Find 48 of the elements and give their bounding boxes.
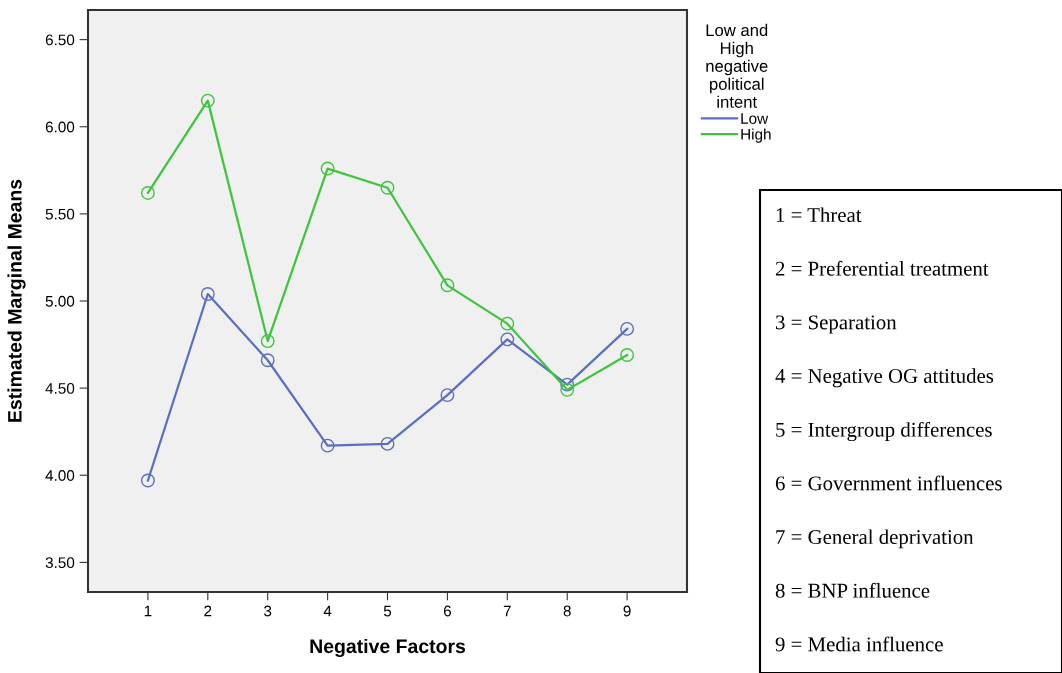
text: 1 = Threat [776, 207, 862, 223]
point [260, 353, 275, 368]
x-tick-label: 9 [623, 605, 631, 617]
x-tick-label: 1 [144, 605, 152, 617]
point [440, 278, 455, 293]
point [320, 438, 335, 453]
text: 7 = General deprivation [776, 529, 974, 549]
legend-label: High [741, 128, 771, 143]
text: 3 = Separation [776, 315, 897, 334]
text: 5 = Intergroup differences [776, 421, 992, 442]
legend-label: Low [741, 113, 769, 124]
point [200, 93, 215, 108]
x-tick-label: 3 [264, 605, 272, 617]
legend-title: Low and High negative political intent [706, 23, 768, 108]
point [620, 348, 635, 362]
y-tick-label: 4.00 [45, 470, 75, 481]
y-tick-label: 6.50 [45, 34, 75, 46]
point [260, 334, 275, 349]
point [380, 436, 395, 451]
text: 4 = Negative OG attitudes [775, 368, 994, 388]
y-axis-title: Estimated Marginal Means [7, 179, 26, 422]
point [440, 388, 455, 403]
x-axis-title: Negative Factors [310, 638, 466, 658]
y-tick-label: 5.00 [45, 295, 75, 307]
x-tick-label: 2 [204, 605, 212, 617]
x-tick-label: 5 [383, 605, 392, 617]
y-tick-label: 3.50 [45, 557, 75, 569]
y-tick-label: 4.50 [45, 382, 75, 394]
point [500, 332, 515, 347]
point [320, 161, 335, 176]
point [560, 377, 575, 392]
x-tick-label: 4 [323, 605, 332, 617]
x-tick-label: 7 [503, 605, 511, 617]
y-tick-label: 5.50 [45, 208, 75, 220]
point [140, 186, 155, 200]
text: 8 = BNP influence [775, 582, 930, 598]
point [380, 180, 395, 195]
point [620, 321, 635, 336]
x-tick-label: 8 [563, 605, 571, 617]
text: 2 = Preferential treatment [775, 260, 989, 276]
x-tick-label: 6 [443, 605, 451, 617]
point [560, 382, 575, 397]
point [500, 316, 515, 331]
point [200, 287, 215, 301]
y-tick-label: 6.00 [45, 121, 75, 133]
text: 9 = Media influence [775, 636, 943, 652]
text: 6 = Government influences [775, 475, 1002, 491]
point [140, 473, 155, 488]
